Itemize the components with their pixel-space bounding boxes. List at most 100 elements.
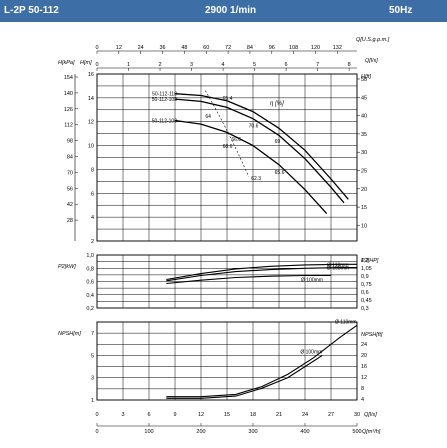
top-usgpm-tick-label: 48 xyxy=(181,45,187,51)
kpa-tick-label: 28 xyxy=(67,218,73,224)
top-usgpm-tick-label: 84 xyxy=(247,45,253,51)
top-usgpm-axis-label: Q[U.S.g.p.m.] xyxy=(356,37,390,43)
efficiency-label: 66.6 xyxy=(231,137,241,143)
bottom-ls-tick-label: 3 xyxy=(121,412,124,418)
npsh-right-tick-label: 16 xyxy=(361,364,367,370)
bottom-ls-tick-label: 12 xyxy=(198,412,204,418)
ft-tick-label: 25 xyxy=(361,169,367,175)
top-usgpm-tick-label: 36 xyxy=(159,45,165,51)
power-left-tick-label: 1,0 xyxy=(86,253,94,259)
power-right-tick-label: 0,3 xyxy=(361,306,369,312)
power-left-tick-label: 0,2 xyxy=(86,306,94,312)
power-curve-label: Ø 108mm xyxy=(327,266,349,272)
power-left-axis-label: P2[kW] xyxy=(58,264,76,270)
top-ls-tick-label: 6 xyxy=(285,62,288,68)
bottom-ls-tick-label: 9 xyxy=(173,412,176,418)
bottom-ls-tick-label: 6 xyxy=(147,412,150,418)
power-right-tick-label: 1,05 xyxy=(361,266,372,272)
efficiency-label: 62.3 xyxy=(251,176,261,182)
ft-tick-label: 10 xyxy=(361,223,367,229)
npsh-left-axis-label: NPSH[m] xyxy=(58,331,81,337)
power-curve-label: Ø 110mm xyxy=(327,262,349,268)
ft-tick-label: 35 xyxy=(361,132,367,138)
head-curve-50-112-110 xyxy=(174,93,349,200)
power-right-tick-label: 0,6 xyxy=(361,290,369,296)
bottom-m3h-tick-label: 400 xyxy=(300,429,309,435)
power-curve-Ø 100mm xyxy=(166,274,331,285)
m-tick-label: 8 xyxy=(91,167,94,173)
m-tick-label: 14 xyxy=(88,96,94,102)
top-ls-tick-label: 8 xyxy=(348,62,351,68)
power-curve-Ø 108mm xyxy=(166,267,357,282)
top-usgpm-tick-label: 96 xyxy=(269,45,275,51)
speed-label: 2900 1/min xyxy=(205,5,257,16)
frequency-label: 50Hz xyxy=(389,5,413,16)
m-tick-label: 12 xyxy=(88,120,94,126)
top-usgpm-tick-label: 120 xyxy=(311,45,320,51)
bottom-m3h-tick-label: 200 xyxy=(196,429,205,435)
efficiency-label: 65.6 xyxy=(275,170,285,176)
bottom-m3h-tick-label: 500 xyxy=(352,429,361,435)
bottom-ls-tick-label: 18 xyxy=(250,412,256,418)
ft-tick-label: 30 xyxy=(361,150,367,156)
kpa-tick-label: 98 xyxy=(67,139,73,145)
efficiency-label: 65.4 xyxy=(223,96,233,102)
kpa-axis-label: H[kPa] xyxy=(58,60,75,66)
kpa-tick-label: 126 xyxy=(64,107,73,113)
efficiency-label: 64 xyxy=(205,114,211,120)
efficiency-label: 70.6 xyxy=(249,124,259,130)
kpa-tick-label: 70 xyxy=(67,170,73,176)
efficiency-label: 68.6 xyxy=(223,144,233,150)
npsh-curve-Ø 110mm xyxy=(166,324,358,398)
top-ls-tick-label: 1 xyxy=(127,62,130,68)
top-ls-axis-label: Q[l/s] xyxy=(365,58,378,64)
head-panel-frame xyxy=(96,73,358,242)
kpa-tick-label: 112 xyxy=(64,123,73,129)
npsh-left-tick-label: 5 xyxy=(91,353,94,359)
m-tick-label: 10 xyxy=(88,144,94,150)
npsh-right-tick-label: 4 xyxy=(361,397,364,403)
npsh-curve-Ø 100mm xyxy=(166,354,323,399)
bottom-ls-axis-label: Q[l/s] xyxy=(364,412,377,418)
npsh-curve-label: Ø 110mm xyxy=(335,319,357,325)
npsh-panel-frame xyxy=(96,321,358,401)
top-ls-tick-label: 4 xyxy=(222,62,225,68)
kpa-tick-label: 56 xyxy=(67,186,73,192)
bottom-m3h-axis-label: Q[m³/h] xyxy=(362,429,381,435)
top-ls-tick-label: 3 xyxy=(190,62,193,68)
npsh-right-tick-label: 24 xyxy=(361,342,367,348)
m-tick-label: 6 xyxy=(91,191,94,197)
power-right-tick-label: 0,75 xyxy=(361,282,372,288)
power-curve-label: Ø 100mm xyxy=(301,278,323,284)
top-usgpm-tick-label: 12 xyxy=(116,45,122,51)
kpa-tick-label: 84 xyxy=(67,155,73,161)
power-left-tick-label: 0,6 xyxy=(86,280,94,286)
npsh-right-tick-label: 8 xyxy=(361,386,364,392)
ft-tick-label: 50 xyxy=(361,77,367,83)
power-right-tick-label: 0,9 xyxy=(361,274,369,280)
ft-tick-label: 40 xyxy=(361,114,367,120)
npsh-right-tick-label: 12 xyxy=(361,375,367,381)
top-ls-tick-label: 0 xyxy=(95,62,98,68)
bottom-ls-tick-label: 15 xyxy=(224,412,230,418)
top-ls-tick-label: 7 xyxy=(316,62,319,68)
power-right-tick-label: 1,2 xyxy=(361,258,369,264)
head-curve-label: 50-112-108 xyxy=(152,97,177,103)
power-curve-Ø 110mm xyxy=(166,263,357,281)
head-curve-label: 50-112-110 xyxy=(152,92,177,98)
ft-tick-label: 15 xyxy=(361,205,367,211)
top-usgpm-tick-label: 132 xyxy=(333,45,342,51)
npsh-left-tick-label: 7 xyxy=(91,331,94,337)
power-left-tick-label: 0,8 xyxy=(86,266,94,272)
bottom-ls-tick-label: 24 xyxy=(302,412,308,418)
npsh-right-axis-label: NPSH[ft] xyxy=(361,332,383,338)
kpa-tick-label: 154 xyxy=(64,75,73,81)
pump-model-label: L-2P 50-112 xyxy=(4,5,59,16)
npsh-left-tick-label: 3 xyxy=(91,376,94,382)
head-curve-label: 50-112-100 xyxy=(152,119,177,125)
head-curve-50-112-100 xyxy=(174,119,328,215)
kpa-tick-label: 42 xyxy=(67,202,73,208)
npsh-left-tick-label: 1 xyxy=(91,398,94,404)
head-curve-50-112-108 xyxy=(174,98,345,204)
m-tick-label: 2 xyxy=(91,239,94,245)
